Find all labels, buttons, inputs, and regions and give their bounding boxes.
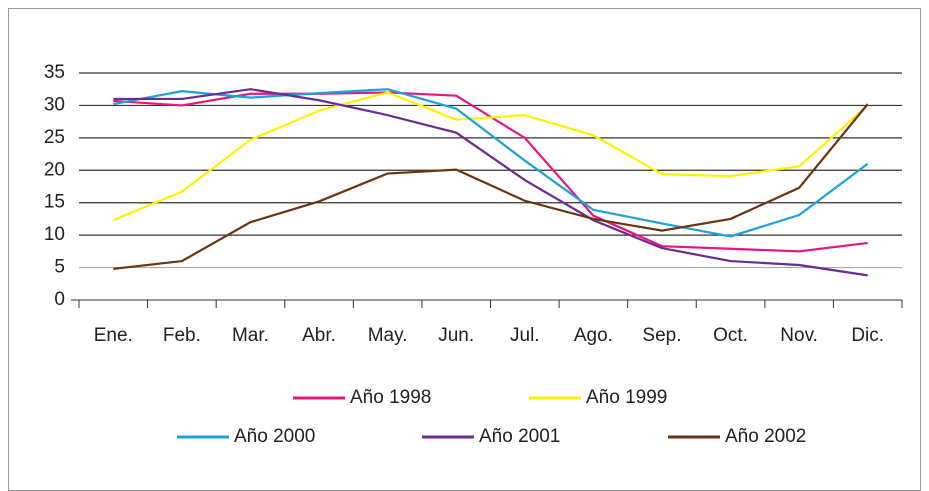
x-tick-label: Ene.: [94, 325, 133, 346]
y-tick-label: 20: [44, 159, 65, 180]
x-tick-label: Jun.: [438, 325, 474, 346]
y-tick-label: 30: [44, 94, 65, 115]
x-tick-label: Feb.: [163, 325, 201, 346]
x-tick-label: Mar.: [232, 325, 269, 346]
x-tick-label: Ago.: [574, 325, 613, 346]
frame: [8, 8, 921, 491]
legend-label: Año 2002: [725, 426, 806, 447]
x-tick-label: Sep.: [642, 325, 681, 346]
legend-label: Año 1999: [586, 387, 667, 408]
legend-label: Año 2000: [234, 426, 315, 447]
y-tick-label: 5: [54, 257, 65, 278]
x-tick-label: Nov.: [780, 325, 818, 346]
y-tick-label: 15: [44, 192, 65, 213]
x-tick-label: Dic.: [851, 325, 884, 346]
x-tick-label: Oct.: [713, 325, 748, 346]
y-tick-label: 0: [54, 289, 65, 310]
legend-label: Año 2001: [479, 426, 560, 447]
y-tick-label: 25: [44, 127, 65, 148]
series-line: [112, 91, 869, 222]
x-tick-label: Jul.: [510, 325, 540, 346]
y-tick-label: 35: [44, 62, 65, 83]
series-line: [113, 88, 869, 238]
legend-label: Año 1998: [350, 387, 431, 408]
x-tick-label: Abr.: [302, 325, 336, 346]
x-tick-label: May.: [368, 325, 408, 346]
y-tick-label: 10: [44, 224, 65, 245]
series-line: [113, 103, 869, 270]
series-line: [113, 88, 868, 277]
